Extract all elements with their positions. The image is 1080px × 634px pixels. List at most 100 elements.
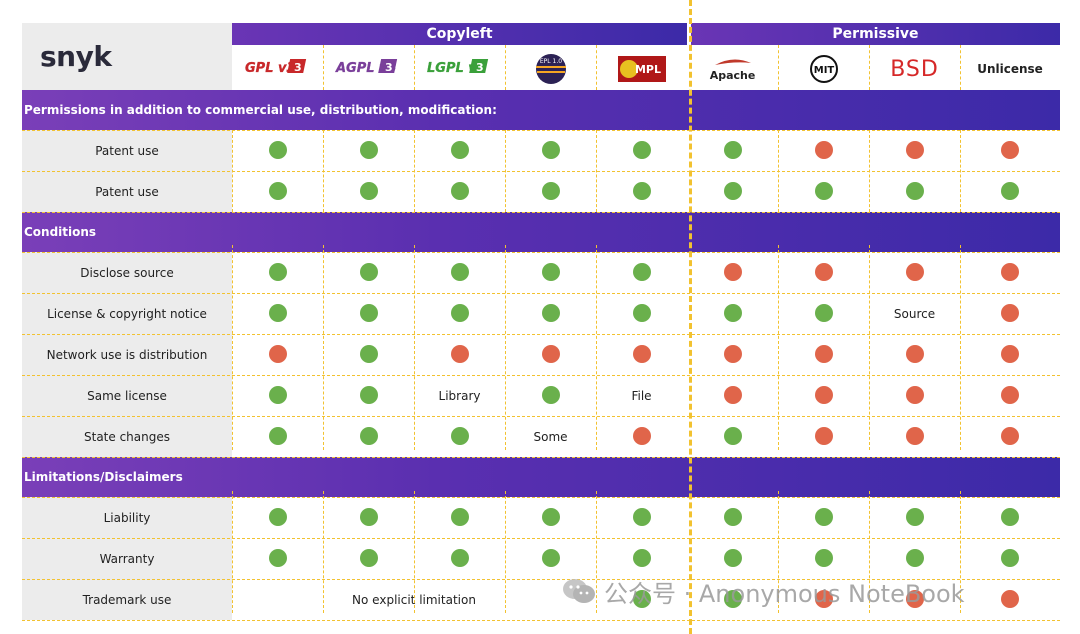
check-dot bbox=[723, 303, 742, 322]
col-divider bbox=[505, 130, 506, 212]
check-dot bbox=[450, 181, 469, 200]
license-name: BSD bbox=[890, 56, 939, 82]
col-divider bbox=[505, 245, 506, 450]
col-divider bbox=[960, 491, 961, 613]
row-label: License & copyright notice bbox=[22, 293, 232, 334]
row-label: Trademark use bbox=[22, 579, 232, 620]
col-divider bbox=[869, 245, 870, 450]
check-dot bbox=[632, 262, 651, 281]
cross-dot bbox=[450, 344, 469, 363]
check-dot bbox=[723, 507, 742, 526]
check-dot bbox=[450, 426, 469, 445]
col-divider bbox=[596, 45, 597, 90]
check-dot bbox=[268, 262, 287, 281]
check-dot bbox=[632, 589, 651, 608]
col-divider bbox=[778, 491, 779, 613]
row-label: State changes bbox=[22, 416, 232, 457]
cross-dot bbox=[905, 589, 924, 608]
svg-text:3: 3 bbox=[385, 61, 393, 74]
group-header-permissive: Permissive bbox=[691, 23, 1060, 45]
check-dot bbox=[814, 548, 833, 567]
row-divider bbox=[22, 252, 1060, 253]
row-divider bbox=[22, 538, 1060, 539]
license-name: Unlicense bbox=[977, 62, 1043, 76]
check-dot bbox=[723, 140, 742, 159]
cross-dot bbox=[905, 344, 924, 363]
col-divider bbox=[596, 491, 597, 613]
svg-text:3: 3 bbox=[476, 61, 484, 74]
license-logo-gplv3: GPL v3 3 bbox=[232, 48, 323, 90]
check-dot bbox=[359, 344, 378, 363]
col-divider bbox=[232, 491, 233, 613]
check-dot bbox=[723, 589, 742, 608]
svg-text:3: 3 bbox=[294, 61, 302, 74]
check-dot bbox=[632, 181, 651, 200]
check-dot bbox=[632, 507, 651, 526]
col-divider bbox=[323, 491, 324, 613]
check-dot bbox=[814, 303, 833, 322]
check-dot bbox=[814, 507, 833, 526]
cross-dot bbox=[1001, 344, 1019, 363]
license-name: Apache bbox=[709, 68, 756, 82]
check-dot bbox=[632, 140, 651, 159]
check-dot bbox=[359, 548, 378, 567]
check-dot bbox=[632, 548, 651, 567]
col-divider bbox=[869, 45, 870, 90]
check-dot bbox=[359, 426, 378, 445]
license-logo-mpl: MPL bbox=[596, 48, 687, 90]
check-dot bbox=[1001, 548, 1019, 567]
license-logo-apache: Apache bbox=[687, 48, 778, 90]
check-dot bbox=[723, 181, 742, 200]
group-header-copyleft: Copyleft bbox=[232, 23, 687, 45]
license-logo-epl-1-0: EPL 1.0 bbox=[505, 48, 596, 90]
span-text: No explicit limitation bbox=[352, 593, 476, 607]
cross-dot bbox=[905, 426, 924, 445]
cross-dot bbox=[632, 344, 651, 363]
check-dot bbox=[450, 140, 469, 159]
license-logo-mit: MIT bbox=[778, 48, 869, 90]
check-dot bbox=[541, 303, 560, 322]
check-dot bbox=[450, 548, 469, 567]
col-divider bbox=[323, 45, 324, 90]
col-divider bbox=[414, 491, 415, 613]
group-divider bbox=[689, 0, 692, 634]
check-dot bbox=[1001, 507, 1019, 526]
license-name: EPL 1.0 bbox=[539, 58, 561, 65]
cross-dot bbox=[814, 589, 833, 608]
check-dot bbox=[359, 507, 378, 526]
gplv3-logo-icon: GPL v3 3 bbox=[244, 59, 306, 76]
check-dot bbox=[450, 303, 469, 322]
cross-dot bbox=[723, 385, 742, 404]
col-divider bbox=[778, 45, 779, 90]
col-divider bbox=[232, 130, 233, 212]
cross-dot bbox=[905, 385, 924, 404]
cell-note: Some bbox=[533, 430, 568, 444]
check-dot bbox=[632, 303, 651, 322]
mpl-logo-icon: MPL bbox=[617, 56, 666, 82]
row-label: Liability bbox=[22, 497, 232, 538]
license-logo-unlicense: Unlicense bbox=[960, 48, 1060, 90]
check-dot bbox=[268, 507, 287, 526]
brand-name: snyk bbox=[40, 40, 112, 73]
wechat-icon bbox=[562, 577, 596, 605]
check-dot bbox=[541, 140, 560, 159]
col-divider bbox=[505, 45, 506, 90]
col-divider bbox=[414, 45, 415, 90]
row-label: Network use is distribution bbox=[22, 334, 232, 375]
epl-1-0-logo-icon: EPL 1.0 bbox=[535, 54, 566, 84]
col-divider bbox=[414, 130, 415, 212]
check-dot bbox=[541, 262, 560, 281]
license-name: MPL bbox=[634, 63, 660, 76]
cross-dot bbox=[814, 344, 833, 363]
row-divider bbox=[22, 497, 1060, 498]
row-divider bbox=[22, 457, 1060, 458]
check-dot bbox=[268, 548, 287, 567]
cross-dot bbox=[723, 344, 742, 363]
cross-dot bbox=[1001, 589, 1019, 608]
cross-dot bbox=[905, 140, 924, 159]
license-logo-bsd: BSD bbox=[869, 48, 960, 90]
license-logo-lgplv3: LGPL v3 3 bbox=[414, 48, 505, 90]
row-label: Patent use bbox=[22, 130, 232, 171]
col-divider bbox=[960, 130, 961, 212]
